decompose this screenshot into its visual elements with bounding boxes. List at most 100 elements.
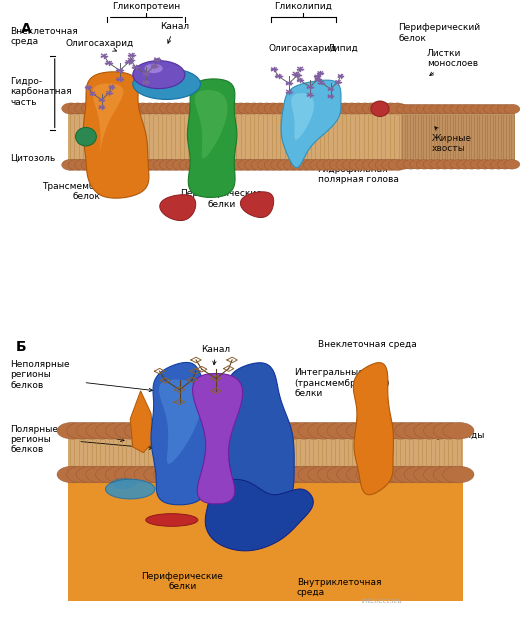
Circle shape [284,160,303,170]
Text: Гликопротеин: Гликопротеин [112,2,180,11]
Circle shape [375,103,394,114]
Ellipse shape [146,514,198,526]
Circle shape [147,103,165,114]
Circle shape [497,160,513,169]
Circle shape [221,466,252,483]
Polygon shape [193,374,243,504]
Circle shape [318,422,349,439]
Circle shape [62,103,80,114]
Circle shape [205,103,224,114]
Circle shape [410,104,425,114]
Circle shape [424,422,455,439]
Circle shape [68,160,87,170]
Circle shape [144,466,175,483]
Circle shape [327,466,358,483]
Circle shape [212,103,230,114]
Circle shape [477,104,493,114]
Circle shape [140,103,159,114]
Circle shape [173,160,191,170]
Circle shape [288,422,320,439]
Circle shape [443,104,459,114]
Circle shape [127,103,145,114]
Circle shape [433,466,465,483]
Circle shape [105,466,136,483]
Circle shape [356,103,374,114]
Circle shape [121,103,139,114]
Circle shape [336,160,355,170]
Circle shape [382,160,400,170]
Circle shape [211,466,243,483]
Circle shape [423,160,439,169]
Circle shape [284,103,303,114]
Circle shape [484,104,500,114]
Circle shape [107,103,126,114]
Polygon shape [92,84,123,152]
Circle shape [114,160,133,170]
Circle shape [443,422,474,439]
Circle shape [88,103,107,114]
Circle shape [316,160,335,170]
Circle shape [349,103,368,114]
Circle shape [186,103,204,114]
Circle shape [484,160,500,169]
Ellipse shape [106,479,155,499]
Circle shape [212,160,230,170]
Circle shape [271,103,289,114]
Circle shape [366,466,397,483]
Circle shape [491,104,507,114]
Circle shape [346,466,378,483]
Circle shape [290,160,309,170]
Circle shape [414,422,445,439]
Circle shape [375,422,407,439]
Circle shape [303,160,322,170]
Circle shape [308,466,339,483]
Text: Канал: Канал [201,345,230,365]
Text: Гликолипид: Гликолипид [275,2,332,11]
Text: Полярные
регионы
белков: Полярные регионы белков [11,425,58,454]
Circle shape [264,103,283,114]
Circle shape [202,422,233,439]
Circle shape [251,160,270,170]
Circle shape [57,422,88,439]
Circle shape [202,466,233,483]
Circle shape [225,160,244,170]
Circle shape [329,103,348,114]
Circle shape [186,160,204,170]
Circle shape [225,103,244,114]
Circle shape [124,466,156,483]
Circle shape [342,160,361,170]
Text: Внеклеточная
среда: Внеклеточная среда [11,26,78,46]
Circle shape [395,466,426,483]
Circle shape [260,422,291,439]
Circle shape [232,160,250,170]
Circle shape [303,103,322,114]
Circle shape [369,103,387,114]
Circle shape [288,466,320,483]
Circle shape [336,103,355,114]
Text: Цитозоль: Цитозоль [11,154,56,163]
Text: Жирные
хвосты: Жирные хвосты [432,127,472,153]
Circle shape [279,466,310,483]
Ellipse shape [371,101,389,117]
Circle shape [160,103,178,114]
Circle shape [349,160,368,170]
Circle shape [166,103,185,114]
Circle shape [75,103,93,114]
Circle shape [140,160,159,170]
Polygon shape [291,93,314,140]
Circle shape [423,104,439,114]
Circle shape [424,466,455,483]
Polygon shape [205,479,313,551]
Circle shape [375,466,407,483]
Circle shape [199,160,218,170]
Circle shape [173,466,204,483]
Polygon shape [195,90,227,158]
Polygon shape [241,192,273,217]
Circle shape [464,160,479,169]
Circle shape [153,160,172,170]
Circle shape [258,103,276,114]
Text: Внеклеточная среда: Внеклеточная среда [318,340,416,349]
Circle shape [238,160,256,170]
Circle shape [396,160,412,169]
Text: Фосфолипиды: Фосфолипиды [412,431,485,440]
